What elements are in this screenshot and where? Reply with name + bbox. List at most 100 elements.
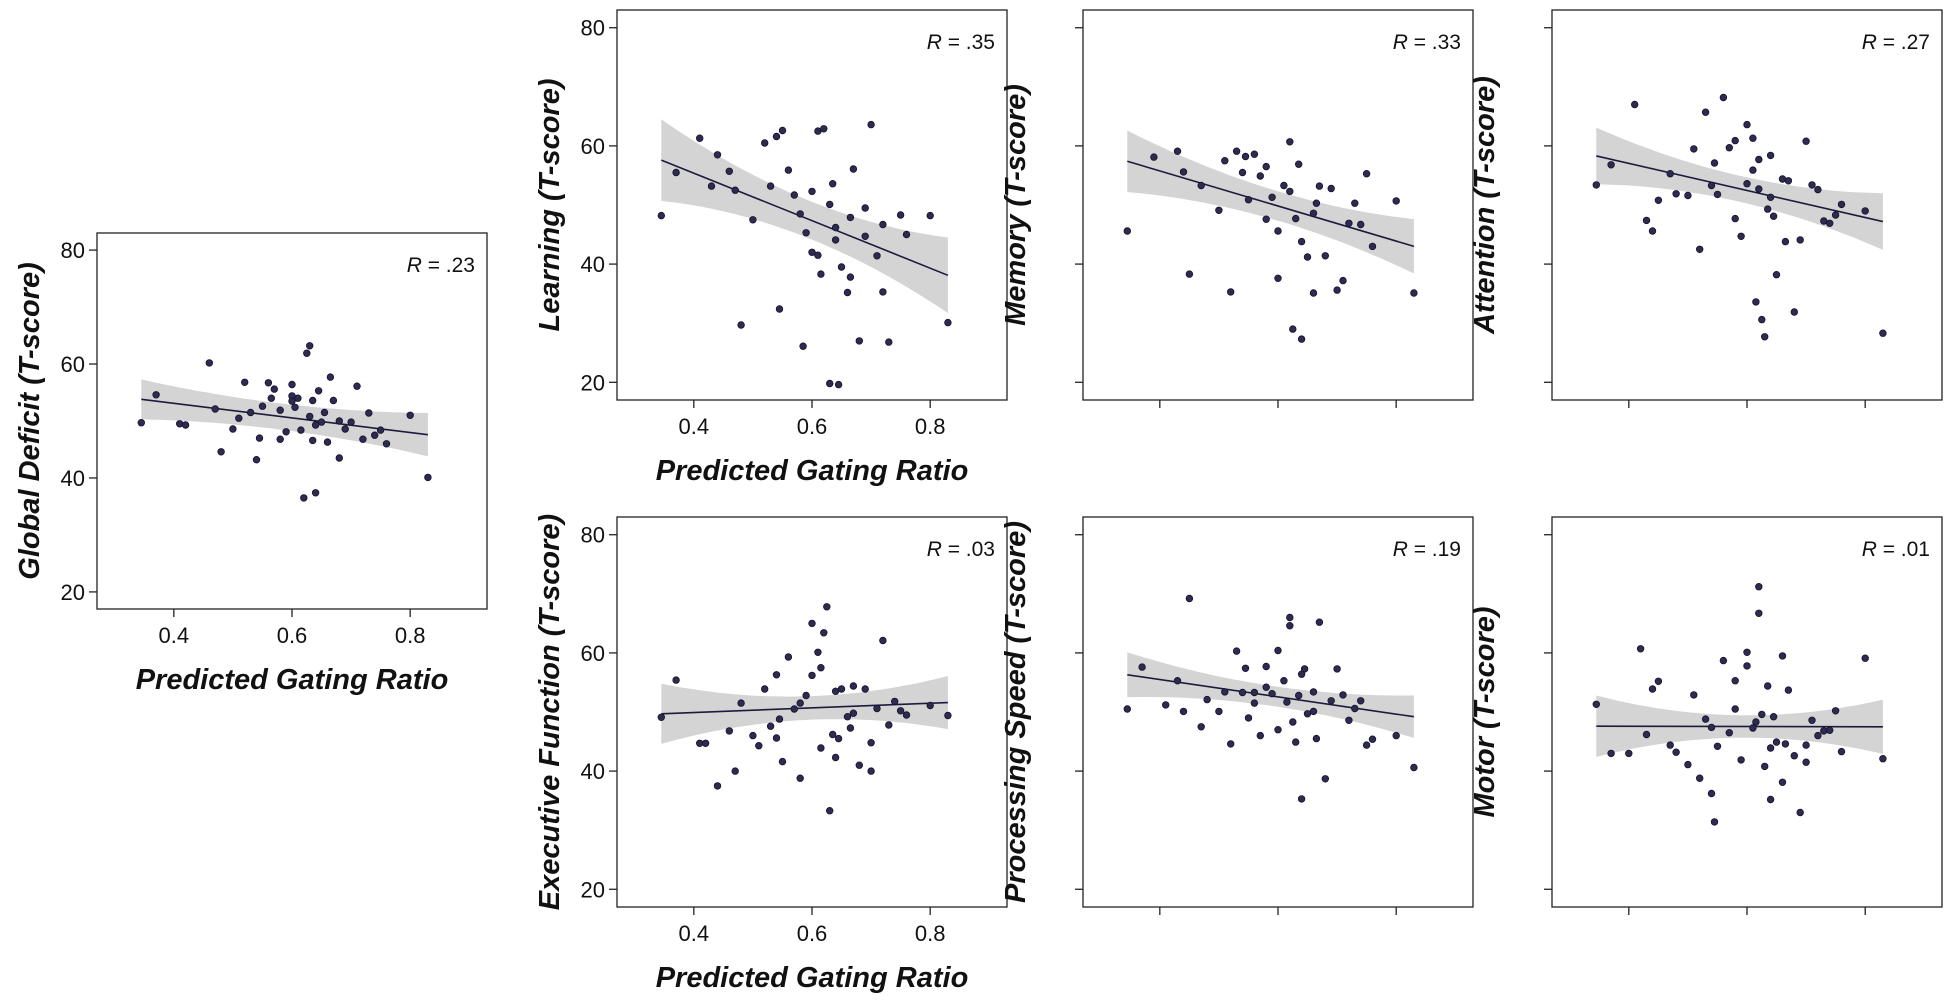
data-point [755, 742, 763, 750]
data-point [778, 126, 787, 135]
data-point [1719, 656, 1728, 665]
data-point [784, 166, 793, 174]
data-point [1309, 209, 1318, 217]
data-point [1778, 778, 1787, 786]
data-point [713, 151, 722, 159]
r-annotation: R = .03 [927, 538, 995, 561]
r-symbol: R [927, 31, 942, 54]
data-point [235, 414, 243, 422]
data-point [211, 405, 219, 413]
data-point [1333, 665, 1341, 673]
data-point [1150, 153, 1158, 161]
data-point [1345, 716, 1353, 724]
data-point [252, 456, 261, 464]
r-symbol: R [1393, 538, 1408, 561]
regression-line [1596, 725, 1883, 728]
data-point [902, 230, 911, 239]
data-point [823, 603, 831, 611]
data-point [1356, 697, 1365, 705]
data-point [855, 761, 863, 769]
data-point [1410, 763, 1418, 772]
y-axis-label: Memory (T-score) [1000, 84, 1032, 326]
x-tick-label: 0.4 [159, 623, 190, 648]
data-point [885, 338, 893, 346]
data-point [1743, 120, 1751, 129]
data-point [1743, 648, 1751, 656]
x-tick-label: 0.6 [797, 921, 828, 946]
data-point [849, 682, 858, 690]
y-tick-label: 20 [581, 370, 605, 395]
data-point [1772, 738, 1781, 746]
panel-executive: 20 40 60 80 0.4 0.6 0.8 R = .03 Executive Functi… [534, 514, 1008, 994]
data-point [1731, 136, 1739, 145]
data-point [1321, 775, 1329, 783]
r-symbol: R [1862, 31, 1877, 54]
data-point [1351, 704, 1359, 713]
data-point [817, 664, 825, 672]
data-point [1309, 688, 1318, 696]
data-point [255, 434, 264, 442]
y-axis-label: Learning (T-score) [534, 79, 566, 332]
data-point [826, 807, 834, 815]
data-point [1814, 731, 1822, 740]
axis-frame [1082, 516, 1474, 908]
data-point [1607, 161, 1615, 169]
data-point [1274, 726, 1282, 734]
data-point [1625, 749, 1633, 758]
data-point [837, 263, 846, 271]
data-point [288, 380, 296, 389]
data-point [1268, 690, 1276, 698]
data-point [329, 396, 338, 405]
data-point [1351, 199, 1359, 207]
data-point [1291, 214, 1300, 223]
data-point [1339, 691, 1347, 699]
data-point [1291, 738, 1300, 746]
data-point [737, 699, 745, 707]
data-point [784, 653, 793, 661]
panel-memory: R = .33 Memory (T-score) [1000, 9, 1474, 408]
data-point [672, 168, 680, 177]
data-point [861, 685, 869, 693]
data-point [701, 739, 710, 747]
data-point [707, 182, 716, 190]
data-point [1268, 193, 1276, 201]
r-value: = .01 [1877, 538, 1930, 561]
data-point [1321, 252, 1329, 260]
data-point [1642, 216, 1651, 225]
r-symbol: R [927, 538, 942, 561]
x-axis-label: Predicted Gating Ratio [136, 664, 449, 696]
data-point [297, 426, 305, 434]
data-point [1345, 219, 1353, 227]
x-axis-label: Predicted Gating Ratio [656, 455, 969, 487]
data-point [1592, 700, 1600, 708]
data-point [1648, 227, 1657, 235]
data-point [790, 191, 798, 199]
data-point [1173, 677, 1182, 685]
data-point [1648, 685, 1657, 693]
data-point [276, 406, 284, 414]
data-point [831, 236, 840, 244]
data-point [1410, 289, 1418, 297]
y-tick-label: 40 [581, 759, 605, 784]
data-point [1274, 646, 1282, 655]
data-point [896, 707, 905, 715]
data-point [317, 418, 326, 426]
data-point [790, 705, 798, 713]
data-point [175, 420, 184, 428]
data-point [382, 440, 391, 448]
data-point [1695, 245, 1704, 253]
data-point [808, 619, 816, 628]
data-point [799, 342, 807, 350]
data-point [1755, 185, 1763, 193]
data-point [376, 426, 385, 434]
data-point [1684, 191, 1692, 200]
data-point [1790, 308, 1798, 316]
data-point [802, 229, 810, 237]
data-point [294, 394, 302, 402]
data-point [1758, 315, 1766, 324]
data-point [885, 721, 893, 729]
data-point [1203, 695, 1211, 704]
data-point [1289, 718, 1297, 726]
y-tick-label: 80 [581, 523, 605, 548]
data-point [1289, 325, 1297, 333]
